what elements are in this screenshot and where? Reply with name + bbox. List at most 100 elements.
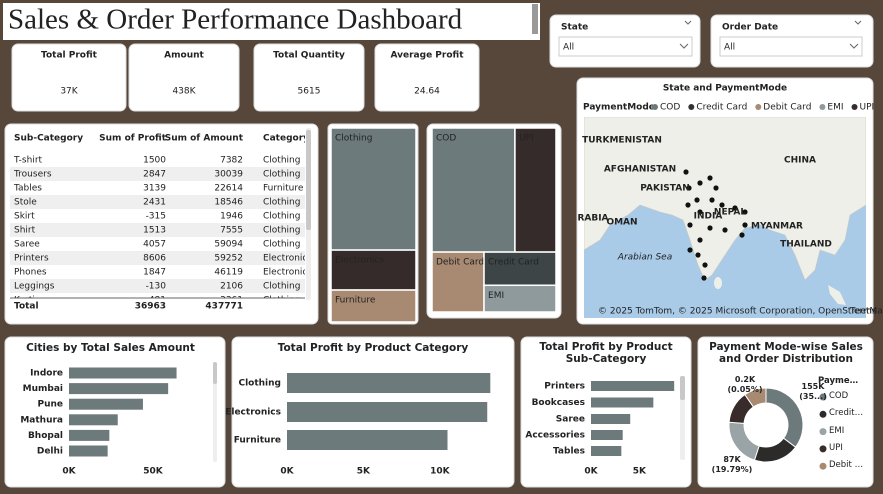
table-cell: 3361 (220, 296, 243, 306)
table-cell: -315 (146, 212, 166, 222)
legend-label: Credit Card (696, 103, 747, 113)
table-cell: 1946 (220, 212, 243, 222)
table-cell: Electronics (263, 268, 312, 278)
treemap-cell (330, 289, 417, 323)
legend-dot (652, 104, 658, 110)
row-stripe (10, 251, 305, 265)
category-label: Bookcases (532, 398, 585, 408)
card-value: 5615 (298, 87, 321, 97)
table-cell: T-shirt (13, 156, 43, 166)
table-cell: Shirt (14, 226, 36, 236)
x-tick-label: 5K (357, 467, 371, 477)
treemap-label: COD (436, 134, 456, 144)
category-label: Pune (37, 400, 63, 410)
bar (69, 445, 108, 457)
treemap-cell (330, 127, 417, 251)
data-label: 87K (19.79%) (711, 455, 753, 474)
card-value: 24.64 (414, 87, 440, 97)
table-cell: 59252 (214, 254, 243, 264)
table-total: 437771 (205, 302, 243, 312)
treemap-cell (514, 127, 557, 253)
treemap-cell (483, 284, 557, 313)
dropdown[interactable] (719, 36, 863, 57)
bar (591, 446, 622, 456)
dropdown-value: All (724, 43, 735, 53)
legend-dot (819, 410, 827, 418)
filter-label: State (561, 23, 588, 33)
table-header: Sum of Profit (99, 134, 167, 144)
row-stripe (10, 223, 305, 237)
bar (69, 383, 169, 395)
table-cell: 2106 (220, 282, 243, 292)
chevron (854, 20, 862, 25)
card-value: 37K (60, 87, 78, 97)
donut-slice (744, 387, 767, 408)
map-label: NEPAL (714, 208, 746, 218)
map-label: PAKISTAN (640, 184, 689, 194)
treemap-cell (431, 127, 516, 253)
table-cell: Saree (14, 240, 40, 250)
map-label: INDIA (694, 212, 723, 222)
table-cell: 2431 (143, 198, 166, 208)
category-label: Printers (544, 382, 585, 392)
bar (287, 402, 488, 422)
total-bg (10, 298, 306, 313)
legend-dot (819, 428, 827, 436)
category-label: Mathura (20, 415, 63, 425)
table-cell: 481 (149, 296, 166, 306)
bar (591, 414, 631, 424)
legend-label: UPI (829, 442, 843, 453)
legend-dot (851, 104, 858, 110)
treemap-cell (483, 251, 557, 287)
table-total: 36963 (135, 302, 166, 312)
table-header: Sub-Category (14, 134, 83, 144)
bar (591, 397, 654, 408)
table-cell: Leggings (14, 282, 55, 292)
x-tick-label: 50K (143, 467, 164, 477)
category-label: Saree (556, 415, 585, 425)
legend-label: EMI (829, 425, 845, 436)
map-legend-title: PaymentMode (583, 103, 655, 113)
treemap-label: EMI (488, 291, 504, 301)
legend-label: Debit Card (829, 460, 865, 471)
table-cell: 22614 (214, 184, 243, 194)
treemap-label: Clothing (335, 134, 372, 144)
category-label: Delhi (37, 447, 63, 457)
card-label: Total Quantity (273, 51, 345, 61)
table-cell: 59094 (214, 240, 243, 250)
table-cell: Clothing (263, 296, 300, 306)
map-title: State and PaymentMode (663, 84, 787, 94)
dropdown[interactable] (558, 36, 693, 57)
bar (287, 373, 491, 393)
legend-dot (688, 104, 695, 110)
x-tick-label: 5K (633, 467, 647, 477)
table-cell: 18546 (214, 198, 243, 208)
table-cell: 1500 (143, 156, 166, 166)
category-label: Tables (553, 447, 585, 457)
table-cell: Clothing (263, 198, 300, 208)
legend-label: Debit Card (763, 103, 811, 113)
bar (69, 414, 118, 426)
table-cell: 2847 (143, 170, 166, 180)
legend-label: COD (660, 103, 680, 113)
table-cell: Clothing (263, 212, 300, 222)
chart-title: Total Profit by Product Category (277, 342, 469, 354)
table-cell: 1513 (143, 226, 166, 236)
x-tick-label: 10K (430, 467, 451, 477)
data-label: 155K (35...) (799, 382, 827, 401)
bar (69, 398, 143, 410)
table-total: Total (14, 302, 39, 312)
treemap-label: Electronics (335, 256, 384, 266)
x-tick-label: 0K (62, 467, 76, 477)
map-label: CHINA (784, 156, 816, 166)
treemap-label: UPI (519, 134, 534, 144)
table-cell: Tables (13, 184, 42, 194)
map-label: TURKMENISTAN (582, 136, 662, 146)
table-cell: 8606 (143, 254, 166, 264)
treemap-cell (330, 249, 417, 291)
treemap-label: Furniture (335, 296, 376, 306)
map-area (584, 117, 866, 318)
chart-title: Cities by Total Sales Amount (26, 342, 195, 354)
legend-dot (819, 104, 826, 110)
